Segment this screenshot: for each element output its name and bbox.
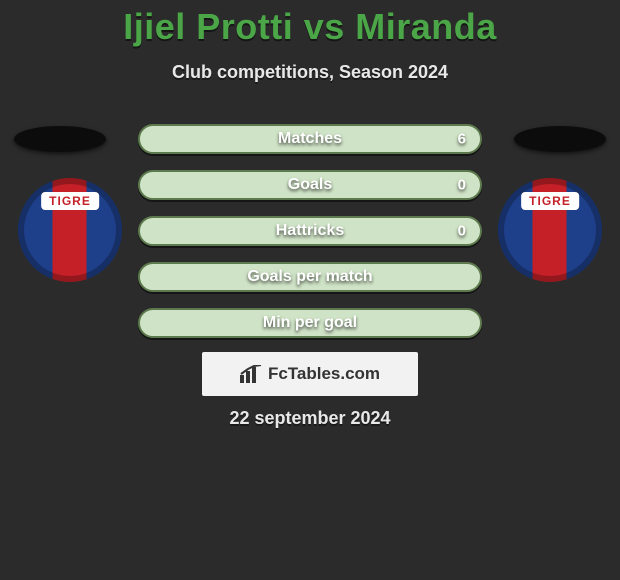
player-left-avatar [14, 126, 106, 152]
stat-label: Min per goal [263, 314, 357, 332]
player-right-avatar [514, 126, 606, 152]
stat-row: Hattricks 0 [138, 216, 482, 246]
stat-label: Hattricks [276, 222, 344, 240]
page-title: Ijiel Protti vs Miranda [0, 0, 620, 48]
stat-label: Goals per match [247, 268, 372, 286]
stat-right-value: 0 [458, 223, 466, 240]
subtitle: Club competitions, Season 2024 [0, 62, 620, 83]
chart-icon [240, 365, 262, 383]
stat-row: Min per goal [138, 308, 482, 338]
club-badge-right [498, 178, 602, 282]
stat-row: Goals per match [138, 262, 482, 292]
stat-label: Matches [278, 130, 342, 148]
stat-row: Goals 0 [138, 170, 482, 200]
club-badge-left [18, 178, 122, 282]
stat-label: Goals [288, 176, 332, 194]
watermark-text: FcTables.com [268, 364, 380, 384]
stats-list: Matches 6 Goals 0 Hattricks 0 Goals per … [138, 124, 482, 338]
watermark: FcTables.com [202, 352, 418, 396]
stat-right-value: 0 [458, 177, 466, 194]
date-text: 22 september 2024 [229, 408, 390, 429]
stat-row: Matches 6 [138, 124, 482, 154]
stat-right-value: 6 [458, 131, 466, 148]
